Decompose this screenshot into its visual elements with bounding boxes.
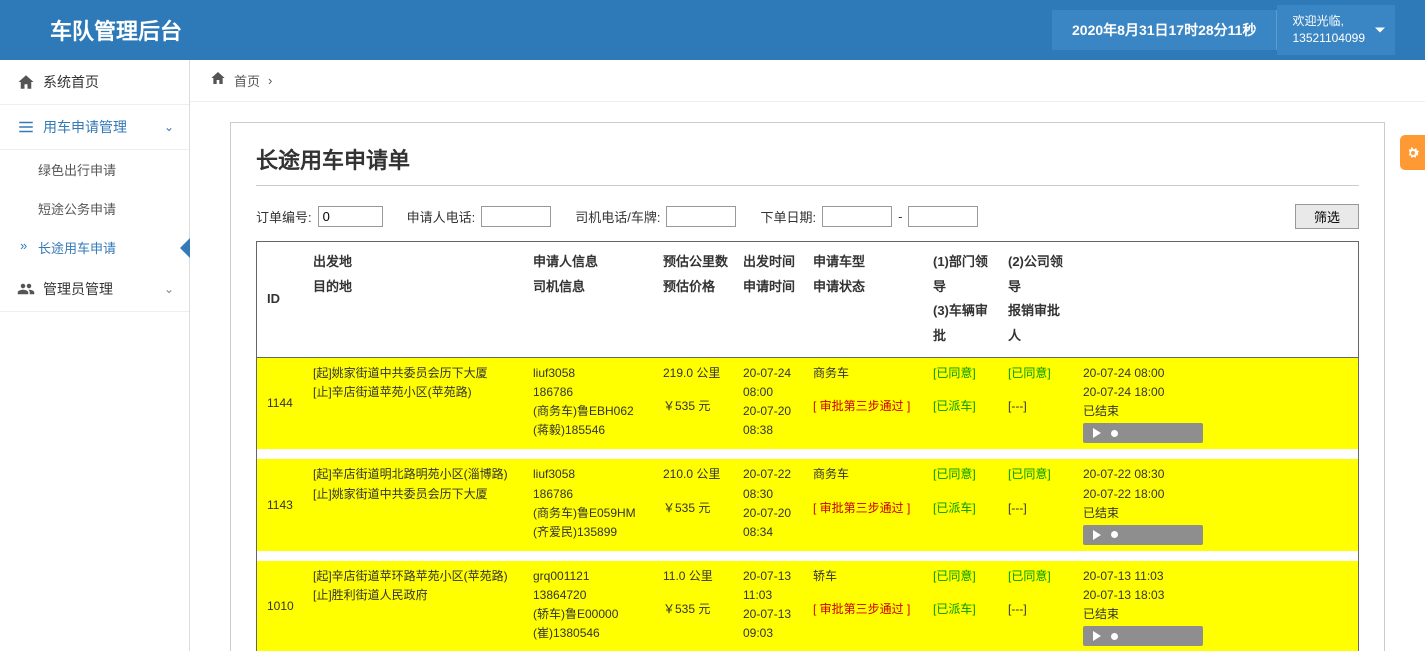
cell-loc: [起]姚家街道中共委员会历下大厦[止]辛店街道苹苑小区(苹苑路): [307, 358, 527, 450]
datetime-display: 2020年8月31日17时28分11秒: [1052, 10, 1277, 50]
sidebar-sub-long[interactable]: 长途用车申请: [0, 228, 189, 267]
cell-appr13: [已同意][已派车]: [927, 449, 1002, 551]
table-row[interactable]: 1143[起]辛店街道明北路明苑小区(淄博路)[止]姚家街道中共委员会历下大厦l…: [257, 449, 1358, 551]
sidebar-item-home[interactable]: 系统首页: [0, 60, 189, 105]
col-appr13: (1)部门领导(3)车辆审批: [927, 242, 1002, 358]
sidebar-label: 系统首页: [43, 72, 174, 92]
sidebar-label: 用车申请管理: [43, 117, 164, 137]
audio-player[interactable]: [1083, 525, 1203, 545]
cell-type: 轿车[ 审批第三步通过 ]: [807, 551, 927, 651]
sidebar-item-apply[interactable]: 用车申请管理 ⌄: [0, 105, 189, 150]
cell-id: 1144: [257, 358, 307, 450]
audio-player[interactable]: [1083, 626, 1203, 646]
date-label: 下单日期:: [760, 207, 816, 226]
content: 首页 › 长途用车申请单 订单编号: 申请人电话: 司机电话/车牌: 下单日期:…: [190, 60, 1425, 651]
cell-appr24: [已同意][---]: [1002, 449, 1077, 551]
cell-id: 1143: [257, 449, 307, 551]
cell-req: liuf3058186786(商务车)鲁EBH062(蒋毅)185546: [527, 358, 657, 450]
col-appr24: (2)公司领导报销审批人: [1002, 242, 1077, 358]
cell-km: 11.0 公里￥535 元: [657, 551, 737, 651]
app-title: 车队管理后台: [50, 14, 1052, 46]
table-header: ID 出发地目的地 申请人信息司机信息 预估公里数预估价格 出发时间申请时间 申…: [257, 242, 1358, 358]
cell-extra: 20-07-13 11:0320-07-13 18:03已结束: [1077, 551, 1358, 651]
welcome-user: 13521104099: [1292, 30, 1365, 47]
cell-appr24: [已同意][---]: [1002, 551, 1077, 651]
users-icon: [15, 280, 37, 298]
cell-extra: 20-07-22 08:3020-07-22 18:00已结束: [1077, 449, 1358, 551]
list-icon: [15, 118, 37, 136]
cell-km: 219.0 公里￥535 元: [657, 358, 737, 450]
breadcrumb: 首页 ›: [190, 60, 1425, 102]
progress-dot: [1111, 633, 1118, 640]
filters: 订单编号: 申请人电话: 司机电话/车牌: 下单日期: - 筛选: [256, 204, 1359, 229]
breadcrumb-home[interactable]: 首页: [234, 71, 260, 90]
play-icon: [1093, 428, 1101, 438]
cell-loc: [起]辛店街道明北路明苑小区(淄博路)[止]姚家街道中共委员会历下大厦: [307, 449, 527, 551]
home-icon: [210, 70, 226, 91]
col-km: 预估公里数预估价格: [657, 242, 737, 358]
panel-title: 长途用车申请单: [256, 143, 1359, 186]
cell-req: grq00112113864720(轿车)鲁E00000(崔)1380546: [527, 551, 657, 651]
table-row[interactable]: 1010[起]辛店街道苹环路苹苑小区(苹苑路)[止]胜利街道人民政府grq001…: [257, 551, 1358, 651]
home-icon: [15, 73, 37, 91]
sidebar-sub-green[interactable]: 绿色出行申请: [0, 150, 189, 189]
date-from-input[interactable]: [822, 206, 892, 227]
sidebar: 系统首页 用车申请管理 ⌄ 绿色出行申请 短途公务申请 长途用车申请 管理员管理…: [0, 60, 190, 651]
cell-appr13: [已同意][已派车]: [927, 551, 1002, 651]
progress-dot: [1111, 531, 1118, 538]
table-row[interactable]: 1144[起]姚家街道中共委员会历下大厦[止]辛店街道苹苑小区(苹苑路)liuf…: [257, 358, 1358, 450]
cell-extra: 20-07-24 08:0020-07-24 18:00已结束: [1077, 358, 1358, 450]
topbar: 车队管理后台 2020年8月31日17时28分11秒 欢迎光临, 1352110…: [0, 0, 1425, 60]
gear-icon: [1405, 145, 1421, 161]
filter-button[interactable]: 筛选: [1295, 204, 1359, 229]
order-label: 订单编号:: [256, 207, 312, 226]
col-time: 出发时间申请时间: [737, 242, 807, 358]
cell-id: 1010: [257, 551, 307, 651]
sidebar-item-admin[interactable]: 管理员管理 ⌄: [0, 267, 189, 312]
order-input[interactable]: [318, 206, 383, 227]
driver-input[interactable]: [666, 206, 736, 227]
audio-player[interactable]: [1083, 423, 1203, 443]
chevron-down-icon: ⌄: [164, 120, 174, 134]
date-sep: -: [898, 209, 902, 224]
breadcrumb-sep: ›: [268, 73, 272, 88]
cell-time: 20-07-2408:0020-07-2008:38: [737, 358, 807, 450]
driver-label: 司机电话/车牌:: [575, 207, 660, 226]
caret-down-icon: [1375, 28, 1385, 33]
phone-input[interactable]: [481, 206, 551, 227]
sidebar-label: 管理员管理: [43, 279, 164, 299]
phone-label: 申请人电话:: [407, 207, 476, 226]
cell-appr13: [已同意][已派车]: [927, 358, 1002, 450]
settings-tab[interactable]: [1400, 135, 1425, 170]
play-icon: [1093, 631, 1101, 641]
cell-km: 210.0 公里￥535 元: [657, 449, 737, 551]
cell-req: liuf3058186786(商务车)鲁E059HM(齐爱民)135899: [527, 449, 657, 551]
progress-dot: [1111, 430, 1118, 437]
chevron-down-icon: ⌄: [164, 282, 174, 296]
col-req: 申请人信息司机信息: [527, 242, 657, 358]
date-to-input[interactable]: [908, 206, 978, 227]
cell-type: 商务车[ 审批第三步通过 ]: [807, 449, 927, 551]
cell-time: 20-07-2208:3020-07-2008:34: [737, 449, 807, 551]
play-icon: [1093, 530, 1101, 540]
orders-table: ID 出发地目的地 申请人信息司机信息 预估公里数预估价格 出发时间申请时间 申…: [256, 241, 1359, 651]
cell-time: 20-07-1311:0320-07-1309:03: [737, 551, 807, 651]
sidebar-sub-short[interactable]: 短途公务申请: [0, 189, 189, 228]
col-extra: [1077, 242, 1358, 358]
col-id: ID: [257, 242, 307, 358]
panel: 长途用车申请单 订单编号: 申请人电话: 司机电话/车牌: 下单日期: - 筛选: [230, 122, 1385, 651]
user-menu[interactable]: 欢迎光临, 13521104099: [1277, 5, 1395, 55]
welcome-label: 欢迎光临,: [1292, 13, 1365, 30]
cell-appr24: [已同意][---]: [1002, 358, 1077, 450]
cell-loc: [起]辛店街道苹环路苹苑小区(苹苑路)[止]胜利街道人民政府: [307, 551, 527, 651]
col-type: 申请车型申请状态: [807, 242, 927, 358]
col-loc: 出发地目的地: [307, 242, 527, 358]
cell-type: 商务车[ 审批第三步通过 ]: [807, 358, 927, 450]
